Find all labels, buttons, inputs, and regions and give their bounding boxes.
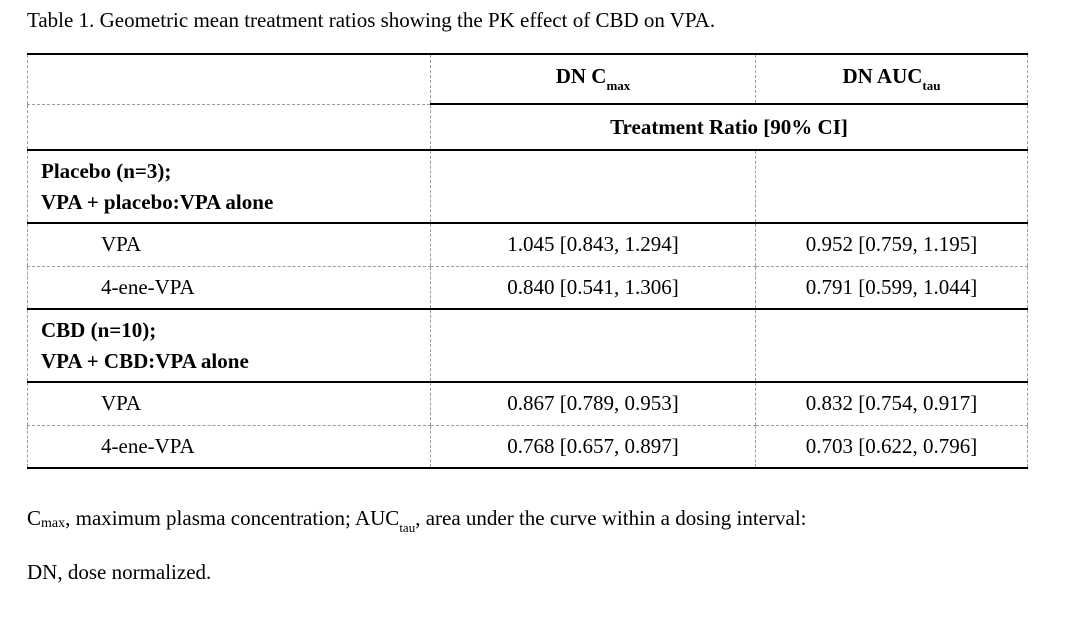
cell-auc-value: 0.703 [0.622, 0.796] [755,425,1028,468]
section-label-placebo: Placebo (n=3); VPA + placebo:VPA alone [27,150,431,224]
footnote-auctau-subscript: tau [399,520,416,535]
section-header-placebo: Placebo (n=3); VPA + placebo:VPA alone [27,150,1028,224]
section-label-line1: Placebo (n=3); [41,158,172,183]
empty-cell [755,309,1028,383]
section-label-line2: VPA + CBD:VPA alone [41,348,249,373]
empty-cell [27,54,431,105]
table-footnote: Cmax, maximum plasma concentration; AUCt… [27,496,1037,594]
section-label-line1: CBD (n=10); [41,317,157,342]
row-label-4ene-vpa: 4-ene-VPA [27,266,431,310]
section-label-cbd: CBD (n=10); VPA + CBD:VPA alone [27,309,431,383]
table-row-placebo-4ene-vpa: 4-ene-VPA 0.840 [0.541, 1.306] 0.791 [0.… [27,266,1028,310]
footnote-cmax-prefix: C [27,506,42,530]
cell-cmax-value: 0.867 [0.789, 0.953] [430,382,756,426]
empty-cell [27,104,431,151]
table-row-placebo-vpa: VPA 1.045 [0.843, 1.294] 0.952 [0.759, 1… [27,223,1028,267]
row-label-vpa: VPA [27,382,431,426]
cmax-subscript: max [606,78,631,93]
footnote-line1: Cmax, maximum plasma concentration; AUCt… [27,496,1037,550]
column-header-dn-auctau-text: DN AUC [842,64,923,88]
section-header-cbd: CBD (n=10); VPA + CBD:VPA alone [27,309,1028,383]
footnote-line2: DN, dose normalized. [27,560,212,584]
cell-cmax-value: 0.840 [0.541, 1.306] [430,266,756,310]
row-label-4ene-vpa: 4-ene-VPA [101,433,195,458]
cell-auc-value: 0.952 [0.759, 1.195] [755,223,1028,267]
footnote-text-mid: , maximum plasma concentration; AUC [65,506,400,530]
cell-cmax-value: 1.045 [0.843, 1.294] [430,223,756,267]
column-header-dn-cmax-text: DN C [555,64,607,88]
auctau-subscript: tau [922,78,941,93]
header-row-metrics: DN Cmax DN AUCtau [27,54,1028,105]
empty-cell [755,150,1028,224]
row-label-vpa: VPA [27,223,431,267]
cell-cmax-value: 0.768 [0.657, 0.897] [430,425,756,468]
empty-cell [430,150,756,224]
header-row-treatment-ratio: Treatment Ratio [90% CI] [27,104,1028,151]
cell-auc-value: 0.832 [0.754, 0.917] [755,382,1028,426]
section-label-line2: VPA + placebo:VPA alone [41,189,274,214]
span-header-treatment-ratio: Treatment Ratio [90% CI] [430,104,1028,151]
cell-auc-value: 0.791 [0.599, 1.044] [755,266,1028,310]
table-row-cbd-4ene-vpa: 4-ene-VPA 0.768 [0.657, 0.897] 0.703 [0.… [28,425,1028,468]
empty-cell [430,309,756,383]
table-caption: Table 1. Geometric mean treatment ratios… [27,8,716,32]
column-header-dn-cmax: DN Cmax [430,54,756,105]
footnote-text-end: , area under the curve within a dosing i… [415,506,807,530]
table-row-cbd-vpa: VPA 0.867 [0.789, 0.953] 0.832 [0.754, 0… [27,382,1028,426]
footnote-cmax-subscript: max [41,516,66,531]
column-header-dn-auctau: DN AUCtau [755,54,1028,105]
pk-treatment-ratio-table: DN Cmax DN AUCtau Treatment Ratio [90% C… [27,53,1028,469]
